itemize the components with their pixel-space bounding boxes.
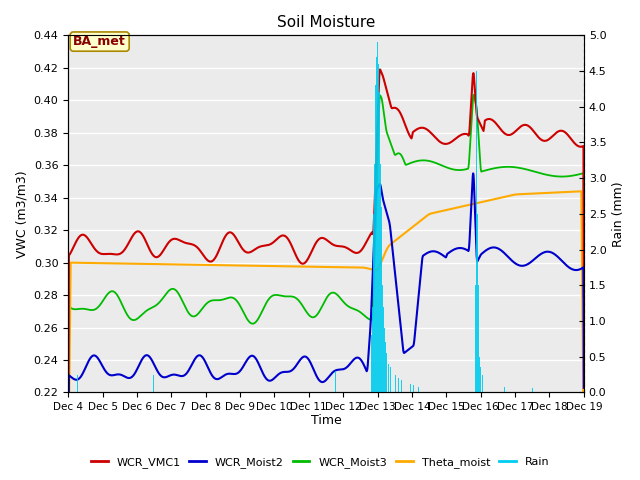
X-axis label: Time: Time xyxy=(310,414,341,427)
Text: BA_met: BA_met xyxy=(74,35,126,48)
Y-axis label: VWC (m3/m3): VWC (m3/m3) xyxy=(15,170,28,258)
Title: Soil Moisture: Soil Moisture xyxy=(277,15,375,30)
Legend: WCR_VMC1, WCR_Moist2, WCR_Moist3, Theta_moist, Rain: WCR_VMC1, WCR_Moist2, WCR_Moist3, Theta_… xyxy=(86,452,554,472)
Y-axis label: Rain (mm): Rain (mm) xyxy=(612,181,625,247)
